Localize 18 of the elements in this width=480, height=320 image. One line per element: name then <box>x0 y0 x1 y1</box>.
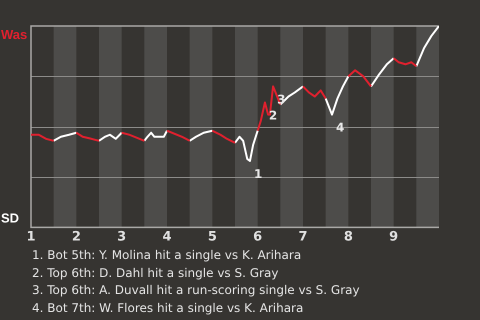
text: 3. Top 6th: A. Duvall hit a run-scoring single vs S. Gray <box>32 282 361 299</box>
x-tick-label: 3 <box>117 230 126 245</box>
text: 1. Bot 5th: Y. Molina hit a single vs K. Arihara <box>32 247 302 264</box>
x-tick-label: 8 <box>344 230 353 245</box>
x-tick-label: 6 <box>253 230 262 245</box>
text: Was <box>1 27 28 42</box>
text: 4. Bot 7th: W. Flores hit a single vs K. Arihara <box>32 300 304 316</box>
annotation: 2 <box>268 108 278 123</box>
x-tick-label: 7 <box>298 230 308 245</box>
annotation: 4 <box>336 120 344 135</box>
x-tick-label: 1 <box>26 230 36 245</box>
x-tick-label: 4 <box>162 230 172 245</box>
annotation: 1 <box>254 167 262 182</box>
text: SD <box>1 210 20 226</box>
text: 2. Top 6th: D. Dahl hit a single vs S. Gray <box>32 264 280 282</box>
x-tick-label: 2 <box>72 230 81 245</box>
x-tick-label: 9 <box>389 230 398 245</box>
x-tick-label: 5 <box>208 230 217 245</box>
